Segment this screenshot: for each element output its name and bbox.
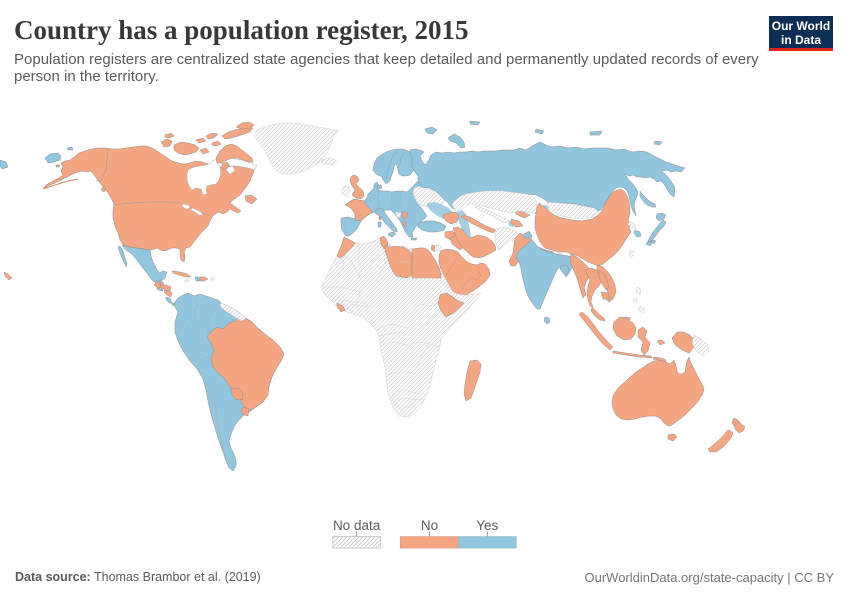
svg-text:No: No <box>421 518 438 533</box>
svg-text:Yes: Yes <box>476 518 498 533</box>
svg-text:No data: No data <box>333 518 381 533</box>
